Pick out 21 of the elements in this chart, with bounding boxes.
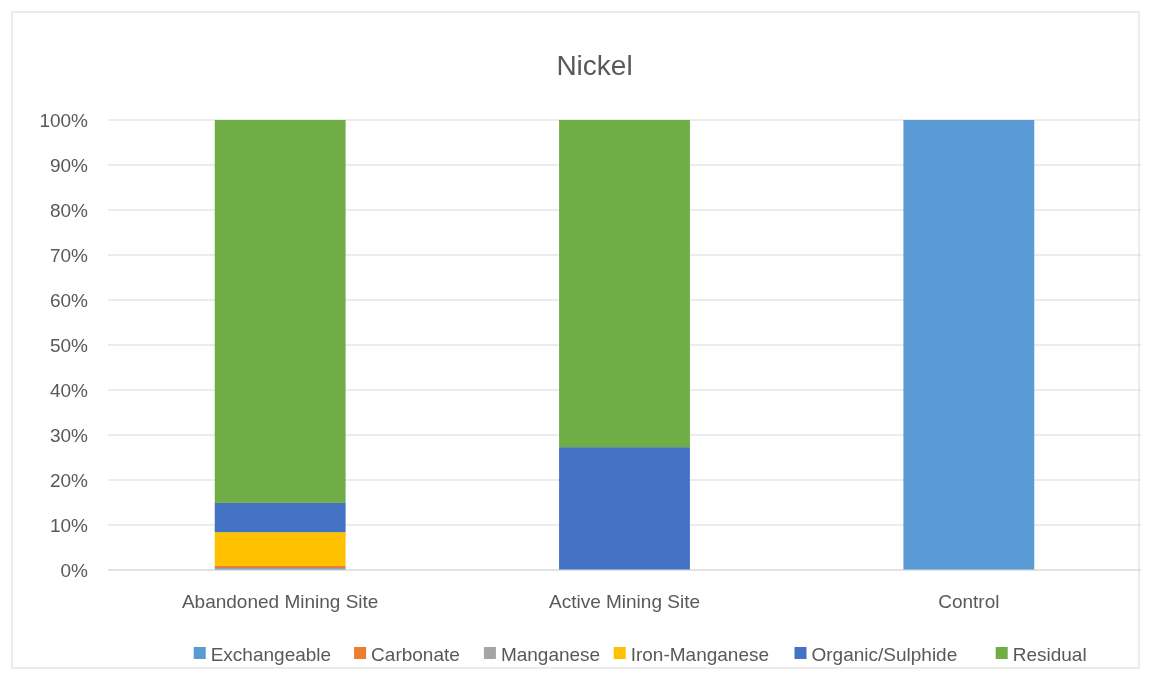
legend-label: Manganese [500,643,601,665]
x-tick-label: Active Mining Site [548,591,701,612]
y-tick-label: 10% [49,514,89,536]
legend-label: Residual [1012,643,1087,665]
y-tick-label: 90% [49,154,89,176]
y-tick-label: 60% [49,289,89,311]
y-tick-label: 40% [49,379,89,401]
legend-label: Carbonate [371,643,460,665]
y-tick-label: 30% [49,424,89,446]
y-tick-label: 20% [49,469,89,491]
x-tick-label: Control [938,591,1000,612]
y-tick-label: 70% [49,244,89,266]
legend-label: Exchangeable [210,643,332,665]
y-tick-label: 100% [39,109,89,131]
y-tick-label: 0% [60,559,89,581]
y-tick-label: 50% [49,334,89,356]
y-tick-label: 80% [49,199,89,221]
chart-title: Nickel [556,50,633,81]
x-tick-label: Abandoned Mining Site [181,591,379,612]
legend-label: Iron-Manganese [630,643,770,665]
legend-label: Organic/Sulphide [811,643,958,665]
